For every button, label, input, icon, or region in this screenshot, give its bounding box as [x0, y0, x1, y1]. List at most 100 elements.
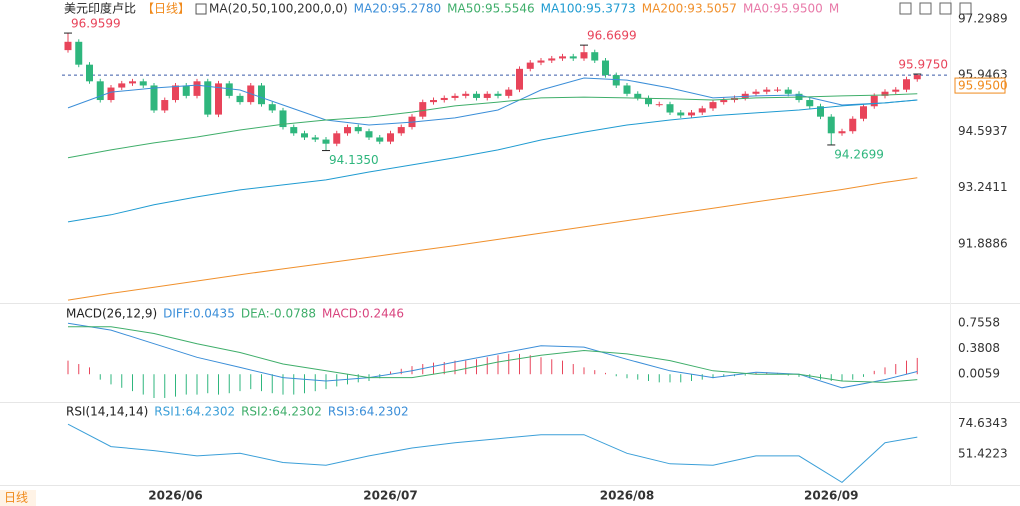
candle-body: [623, 85, 631, 94]
candle-body: [354, 127, 362, 132]
legend-entry: RSI2:64.2302: [241, 405, 322, 419]
last-price-box: [954, 77, 1006, 94]
line-series: [67, 322, 918, 389]
candle-body: [612, 75, 620, 86]
candle-body: [892, 89, 900, 92]
candle-body: [548, 58, 556, 61]
legend-entry: MA20:95.2780: [354, 2, 442, 16]
line-series: [67, 77, 918, 126]
legend-entry: RSI1:64.2302: [154, 405, 235, 419]
y-tick-label: 0.3808: [958, 341, 1000, 355]
extreme-label: 96.6699: [587, 29, 637, 43]
candle-body: [537, 60, 545, 63]
candle-body: [451, 95, 459, 98]
candle-body: [591, 52, 599, 61]
candle-body: [161, 100, 169, 111]
candle-body: [440, 97, 448, 101]
candle-body: [526, 62, 534, 69]
toolbar: [899, 2, 972, 15]
y-tick-label: 97.2989: [958, 11, 1008, 25]
candle-body: [462, 93, 470, 96]
candle-body: [774, 89, 781, 91]
candle-body: [193, 81, 201, 96]
tool-icon[interactable]: [959, 2, 972, 15]
timeframe-button-bg[interactable]: [0, 490, 36, 506]
tool-icon[interactable]: [939, 2, 952, 15]
candle-body: [236, 95, 244, 103]
candle-body: [763, 89, 771, 92]
y-tick-label: 74.6343: [958, 416, 1008, 430]
legend-entry: MA0:95.9500: [743, 2, 823, 16]
candle-body: [129, 81, 136, 84]
line-series: [67, 423, 918, 484]
candle-body: [419, 102, 427, 117]
legend-entry: MA100:95.3773: [541, 2, 636, 16]
legend-period: 【日线】: [142, 2, 190, 16]
candle-body: [741, 93, 749, 98]
candle-body: [494, 93, 502, 96]
tool-icon[interactable]: [919, 2, 932, 15]
candle-body: [860, 106, 867, 119]
candle-body: [655, 104, 663, 106]
y-tick-label: 0.7558: [958, 315, 1000, 329]
candle-body: [483, 93, 491, 98]
line-series: [68, 326, 918, 383]
candle-body: [64, 41, 72, 51]
candle-body: [86, 64, 93, 82]
candle-body: [881, 91, 889, 96]
line-series: [67, 99, 918, 223]
y-tick-label: 51.4223: [958, 447, 1008, 461]
candle-body: [365, 131, 373, 138]
legend-indicator: MA(20,50,100,200,0,0): [209, 2, 348, 16]
candle-body: [817, 106, 824, 117]
candle-body: [505, 89, 513, 96]
candle-body: [268, 104, 276, 111]
legend-title: MACD(26,12,9): [66, 307, 157, 321]
candle-body: [344, 127, 351, 134]
candle-body: [677, 112, 685, 116]
candle-body: [215, 83, 222, 115]
candle-body: [903, 79, 910, 90]
candle-body: [559, 56, 566, 59]
candle-body: [913, 75, 921, 80]
legend-entry: DIFF:0.0435: [163, 307, 235, 321]
legend-title: 美元印度卢比: [64, 1, 136, 16]
candle-body: [333, 133, 341, 144]
candle-body: [139, 81, 147, 86]
candle-body: [827, 116, 835, 134]
y-tick-label: 94.5937: [958, 124, 1008, 138]
last-price-label: 95.9500: [958, 79, 1008, 93]
legend-entry: MA50:95.5546: [447, 2, 535, 16]
tool-icon[interactable]: [899, 2, 912, 15]
extreme-label: 96.9599: [71, 17, 121, 31]
x-tick-label: 2026/06: [148, 489, 202, 503]
candle-body: [784, 89, 792, 94]
candle-body: [806, 100, 814, 107]
candle-body: [666, 104, 674, 113]
candle-body: [376, 137, 384, 142]
timeframe-button[interactable]: 日线: [4, 491, 28, 505]
candle-body: [290, 127, 298, 134]
x-tick-label: 2026/09: [804, 489, 858, 503]
candle-body: [107, 87, 115, 101]
candle-body: [720, 100, 728, 103]
legend-entry: MACD:0.2446: [322, 307, 404, 321]
candle-body: [150, 85, 158, 111]
candle-body: [645, 97, 652, 105]
candle-body: [698, 108, 706, 113]
candle-body: [225, 83, 233, 96]
candle-body: [279, 110, 287, 128]
candle-body: [602, 60, 609, 76]
candle-body: [311, 137, 319, 140]
candle-body: [96, 81, 104, 101]
candle-body: [75, 41, 83, 65]
candle-body: [387, 133, 394, 142]
x-tick-label: 2026/08: [600, 489, 654, 503]
candle-body: [580, 52, 588, 59]
candle-body: [322, 139, 330, 144]
candle-body: [870, 95, 878, 107]
y-tick-label: 93.2411: [958, 180, 1008, 194]
legend-entry: MA200:93.5057: [642, 2, 737, 16]
